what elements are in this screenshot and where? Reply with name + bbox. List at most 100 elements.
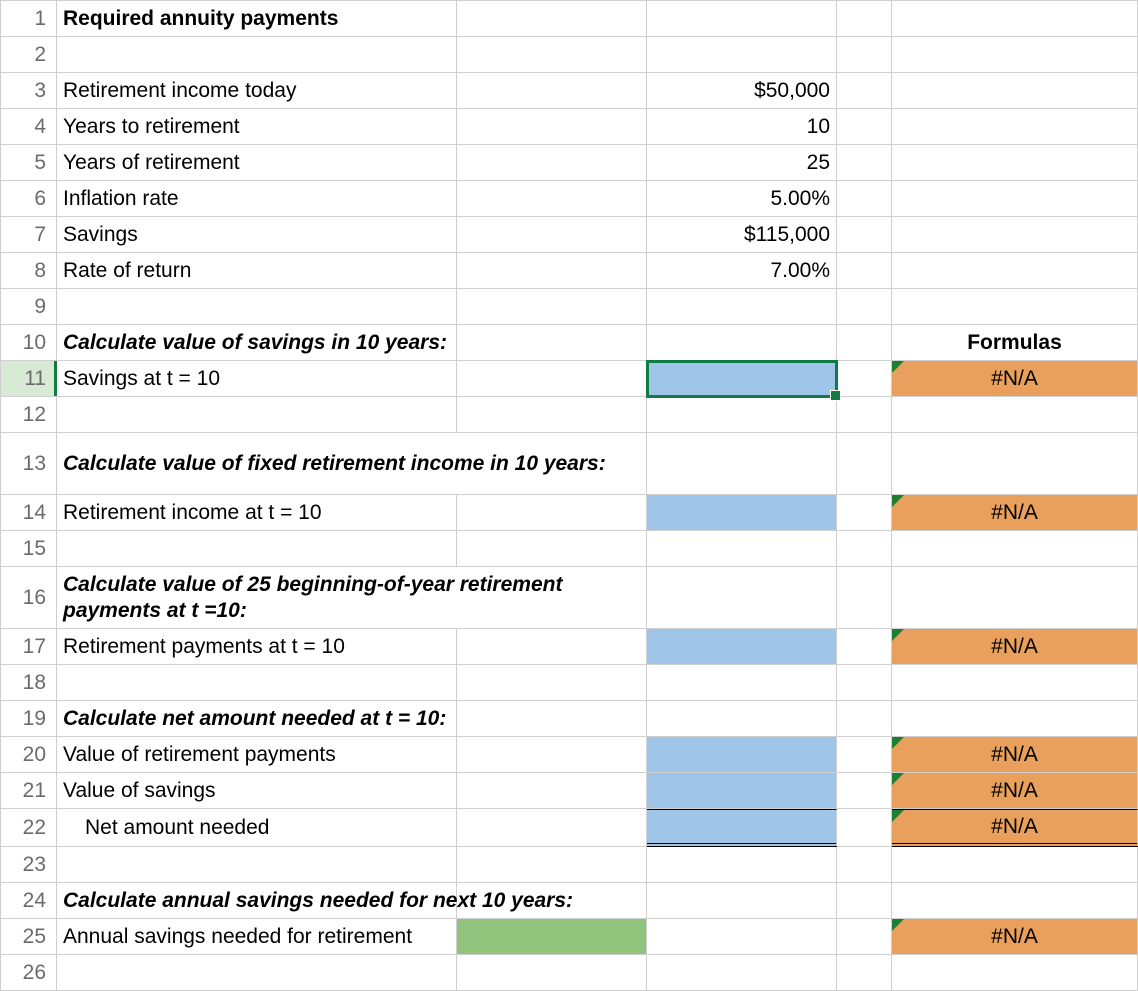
row-header[interactable]: 2 xyxy=(1,37,57,73)
row-header[interactable]: 10 xyxy=(1,325,57,361)
row-header[interactable]: 13 xyxy=(1,433,57,495)
cell-b-19[interactable] xyxy=(457,701,647,737)
cell-b-20[interactable] xyxy=(457,737,647,773)
cell-d-20[interactable] xyxy=(837,737,892,773)
row-header[interactable]: 9 xyxy=(1,289,57,325)
cell-a-4[interactable]: Years to retirement xyxy=(57,109,457,145)
cell-c-25[interactable] xyxy=(647,919,837,955)
row-header[interactable]: 7 xyxy=(1,217,57,253)
cell-c-5[interactable]: 25 xyxy=(647,145,837,181)
cell-d-7[interactable] xyxy=(837,217,892,253)
cell-b-12[interactable] xyxy=(457,397,647,433)
row-header[interactable]: 11 xyxy=(1,361,57,397)
cell-e-6[interactable] xyxy=(892,181,1138,217)
cell-a-21[interactable]: Value of savings xyxy=(57,773,457,809)
cell-b-9[interactable] xyxy=(457,289,647,325)
cell-b-15[interactable] xyxy=(457,531,647,567)
cell-e-26[interactable] xyxy=(892,955,1138,991)
cell-e-24[interactable] xyxy=(892,883,1138,919)
cell-c-16[interactable] xyxy=(647,567,837,629)
cell-a-25[interactable]: Annual savings needed for retirement xyxy=(57,919,457,955)
row-header[interactable]: 5 xyxy=(1,145,57,181)
cell-c-20[interactable] xyxy=(647,737,837,773)
cell-e-23[interactable] xyxy=(892,847,1138,883)
cell-c-1[interactable] xyxy=(647,1,837,37)
cell-c-19[interactable] xyxy=(647,701,837,737)
cell-e-10[interactable]: Formulas xyxy=(892,325,1138,361)
row-header[interactable]: 19 xyxy=(1,701,57,737)
cell-b-26[interactable] xyxy=(457,955,647,991)
cell-c-4[interactable]: 10 xyxy=(647,109,837,145)
cell-a-24[interactable]: Calculate annual savings needed for next… xyxy=(57,883,457,919)
cell-e-16[interactable] xyxy=(892,567,1138,629)
cell-a-2[interactable] xyxy=(57,37,457,73)
cell-e-4[interactable] xyxy=(892,109,1138,145)
cell-d-10[interactable] xyxy=(837,325,892,361)
cell-c-14[interactable] xyxy=(647,495,837,531)
cell-e-18[interactable] xyxy=(892,665,1138,701)
cell-a-8[interactable]: Rate of return xyxy=(57,253,457,289)
cell-d-2[interactable] xyxy=(837,37,892,73)
cell-c-6[interactable]: 5.00% xyxy=(647,181,837,217)
cell-e-11[interactable]: #N/A xyxy=(892,361,1138,397)
cell-e-20[interactable]: #N/A xyxy=(892,737,1138,773)
cell-d-25[interactable] xyxy=(837,919,892,955)
cell-a-10[interactable]: Calculate value of savings in 10 years: xyxy=(57,325,457,361)
cell-a-18[interactable] xyxy=(57,665,457,701)
cell-c-15[interactable] xyxy=(647,531,837,567)
cell-b-23[interactable] xyxy=(457,847,647,883)
cell-c-18[interactable] xyxy=(647,665,837,701)
cell-b-6[interactable] xyxy=(457,181,647,217)
cell-d-24[interactable] xyxy=(837,883,892,919)
cell-d-18[interactable] xyxy=(837,665,892,701)
row-header[interactable]: 24 xyxy=(1,883,57,919)
cell-d-5[interactable] xyxy=(837,145,892,181)
cell-a-7[interactable]: Savings xyxy=(57,217,457,253)
cell-b-7[interactable] xyxy=(457,217,647,253)
cell-d-12[interactable] xyxy=(837,397,892,433)
cell-e-17[interactable]: #N/A xyxy=(892,629,1138,665)
cell-e-14[interactable]: #N/A xyxy=(892,495,1138,531)
cell-b-1[interactable] xyxy=(457,1,647,37)
row-header[interactable]: 22 xyxy=(1,809,57,847)
cell-c-26[interactable] xyxy=(647,955,837,991)
cell-e-8[interactable] xyxy=(892,253,1138,289)
cell-a-17[interactable]: Retirement payments at t = 10 xyxy=(57,629,457,665)
row-header[interactable]: 6 xyxy=(1,181,57,217)
cell-d-26[interactable] xyxy=(837,955,892,991)
cell-d-16[interactable] xyxy=(837,567,892,629)
cell-d-17[interactable] xyxy=(837,629,892,665)
cell-e-21[interactable]: #N/A xyxy=(892,773,1138,809)
cell-b-18[interactable] xyxy=(457,665,647,701)
cell-b-22[interactable] xyxy=(457,809,647,847)
cell-b-14[interactable] xyxy=(457,495,647,531)
cell-d-8[interactable] xyxy=(837,253,892,289)
cell-a-6[interactable]: Inflation rate xyxy=(57,181,457,217)
row-header[interactable]: 20 xyxy=(1,737,57,773)
cell-e-22[interactable]: #N/A xyxy=(892,809,1138,847)
row-header[interactable]: 4 xyxy=(1,109,57,145)
cell-d-4[interactable] xyxy=(837,109,892,145)
cell-d-23[interactable] xyxy=(837,847,892,883)
row-header[interactable]: 16 xyxy=(1,567,57,629)
cell-c-3[interactable]: $50,000 xyxy=(647,73,837,109)
cell-d-14[interactable] xyxy=(837,495,892,531)
cell-d-22[interactable] xyxy=(837,809,892,847)
cell-a-9[interactable] xyxy=(57,289,457,325)
cell-b-10[interactable] xyxy=(457,325,647,361)
cell-a-15[interactable] xyxy=(57,531,457,567)
cell-e-9[interactable] xyxy=(892,289,1138,325)
cell-c-23[interactable] xyxy=(647,847,837,883)
cell-e-15[interactable] xyxy=(892,531,1138,567)
row-header[interactable]: 18 xyxy=(1,665,57,701)
cell-e-12[interactable] xyxy=(892,397,1138,433)
cell-c-10[interactable] xyxy=(647,325,837,361)
cell-e-2[interactable] xyxy=(892,37,1138,73)
cell-a-3[interactable]: Retirement income today xyxy=(57,73,457,109)
row-header[interactable]: 21 xyxy=(1,773,57,809)
cell-b-11[interactable] xyxy=(457,361,647,397)
cell-d-11[interactable] xyxy=(837,361,892,397)
cell-d-19[interactable] xyxy=(837,701,892,737)
cell-d-15[interactable] xyxy=(837,531,892,567)
cell-a-13[interactable]: Calculate value of fixed retirement inco… xyxy=(57,433,647,495)
